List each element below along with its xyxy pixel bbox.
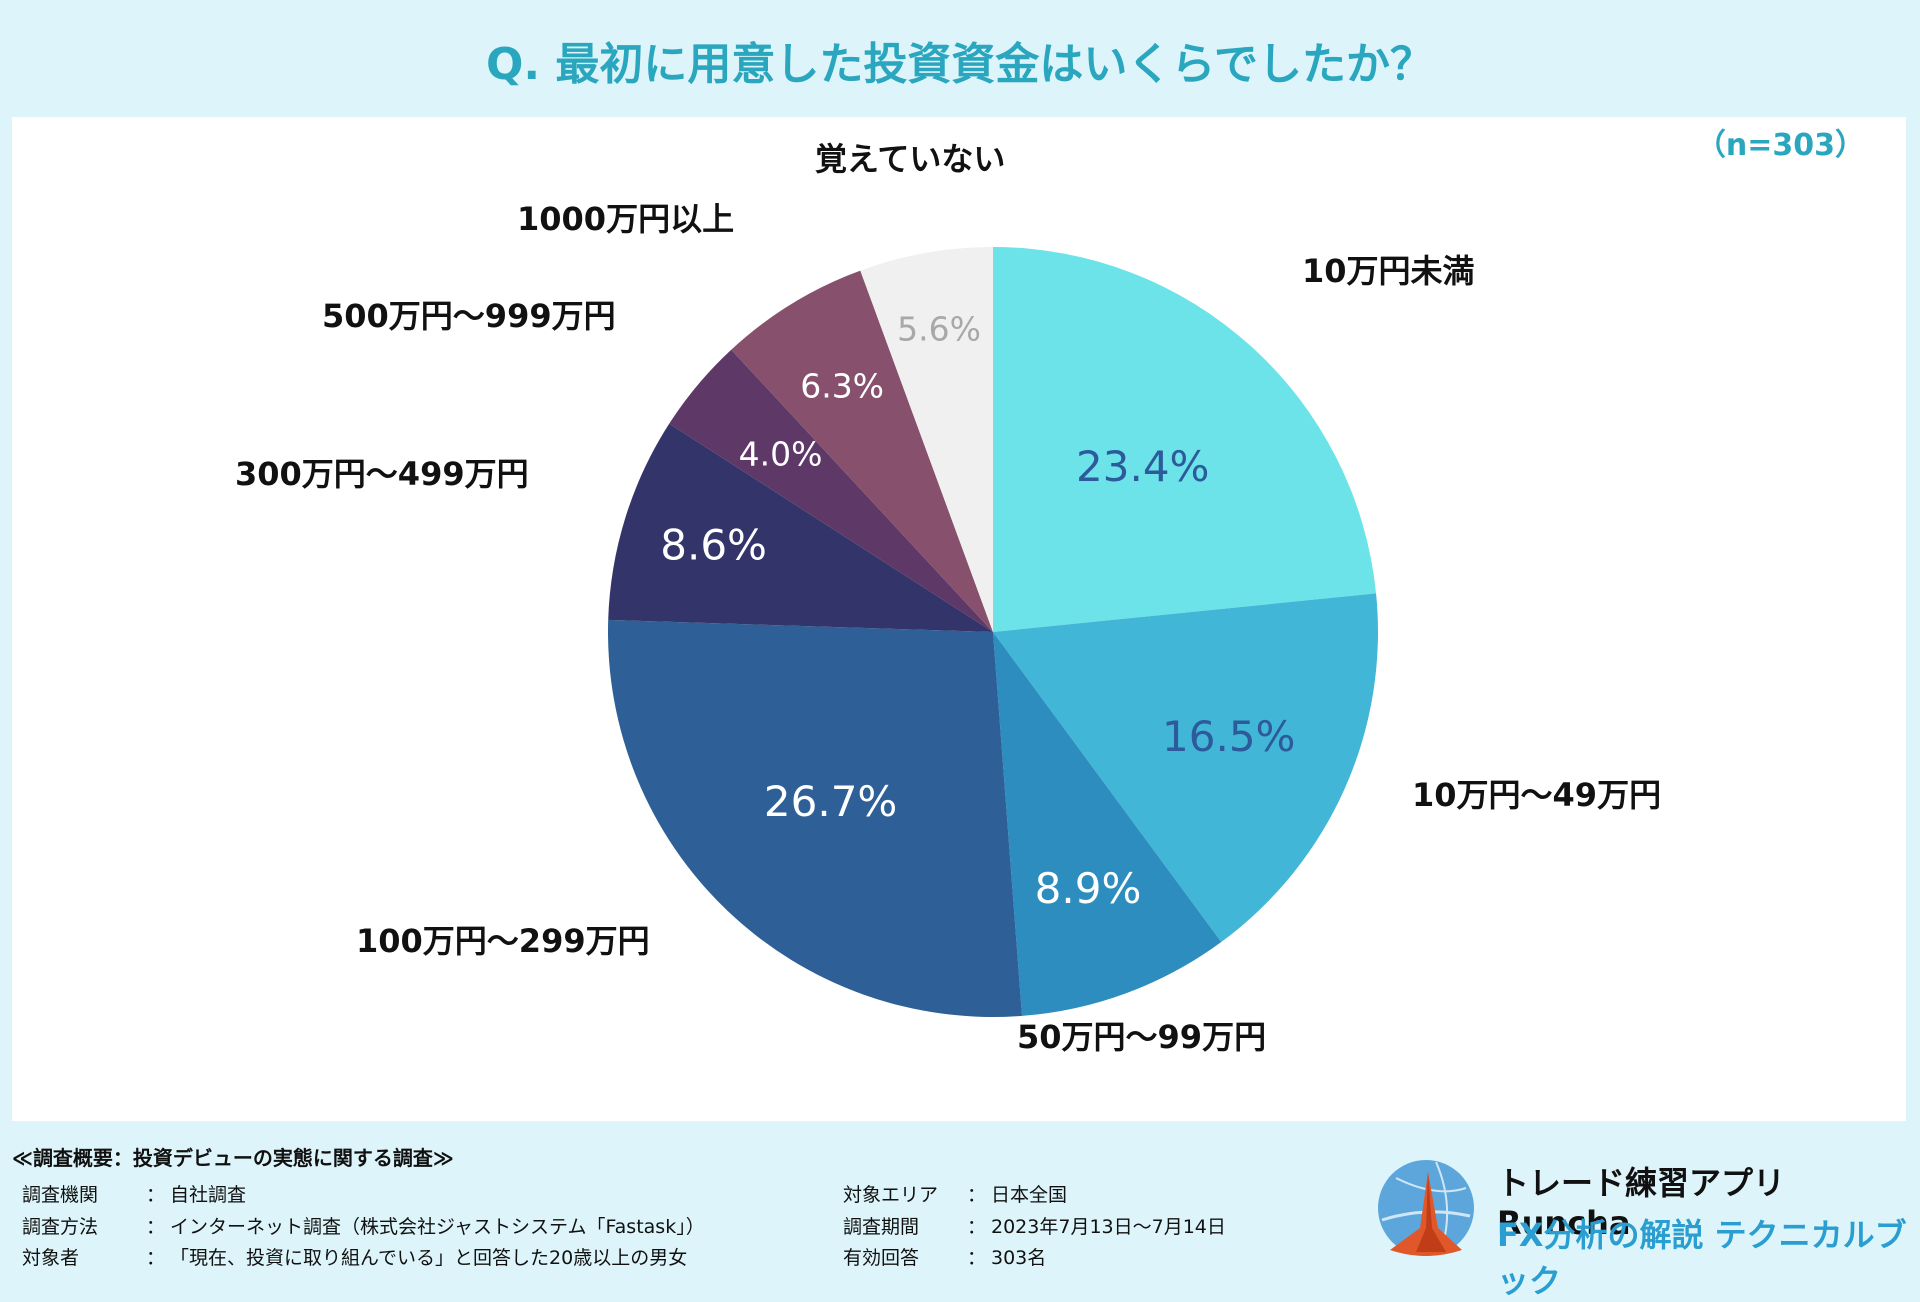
sample-size-label: （n=303）: [1696, 128, 1865, 163]
runcha-globe-logo-icon: [1378, 1160, 1474, 1256]
survey-value: インターネット調査（株式会社ジャストシステム「Fastask」）: [170, 1216, 705, 1238]
survey-value: 2023年7月13日～7月14日: [991, 1216, 1226, 1238]
survey-key: 調査方法: [22, 1216, 99, 1238]
survey-row-method: 調査方法 ：インターネット調査（株式会社ジャストシステム「Fastask」）: [22, 1212, 705, 1239]
pie-slice: [993, 247, 1377, 632]
slice-category-label: 100万円～299万円: [356, 922, 650, 960]
slice-category-label: 10万円～49万円: [1412, 776, 1661, 814]
slice-value-label: 6.3%: [800, 366, 884, 405]
survey-row-target: 対象者 ：「現在、投資に取り組んでいる」と回答した20歳以上の男女: [22, 1243, 687, 1270]
survey-key: 対象者: [22, 1247, 80, 1269]
pie-slice: [608, 423, 993, 632]
survey-colon: ：: [967, 1184, 987, 1206]
survey-row-responses: 有効回答 ： 303名: [843, 1243, 1046, 1270]
brand-block: トレード練習アプリ Runcha FX分析の解説 テクニカルブック: [1372, 1152, 1912, 1300]
survey-row-period: 調査期間 ： 2023年7月13日～7月14日: [843, 1212, 1226, 1239]
pie-slice: [860, 247, 993, 632]
survey-colon: ：: [967, 1216, 987, 1238]
slice-value-label: 23.4%: [1076, 442, 1209, 491]
slice-category-label: 50万円～99万円: [1017, 1018, 1266, 1056]
survey-colon: ：: [146, 1184, 166, 1206]
pie-slice: [669, 349, 993, 632]
survey-value: 日本全国: [991, 1184, 1068, 1206]
slice-category-label: 500万円～999万円: [322, 297, 616, 335]
survey-key: 有効回答: [843, 1247, 920, 1269]
survey-value: 「現在、投資に取り組んでいる」と回答した20歳以上の男女: [170, 1247, 688, 1269]
survey-colon: ：: [146, 1247, 166, 1269]
slice-value-label: 4.0%: [739, 434, 823, 473]
survey-row-area: 対象エリア ：日本全国: [843, 1180, 1067, 1207]
slice-value-label: 8.6%: [660, 521, 767, 570]
survey-key: 調査機関: [22, 1184, 99, 1206]
slice-category-label: 1000万円以上: [517, 200, 734, 238]
brand-name: トレード練習アプリ Runcha: [1497, 1164, 1786, 1242]
chart-title: Q. 最初に用意した投資資金はいくらでしたか？: [485, 39, 1435, 90]
pie-slice: [731, 270, 993, 632]
slice-value-label: 5.6%: [897, 309, 981, 348]
survey-colon: ：: [967, 1247, 987, 1269]
survey-heading: ≪調査概要：投資デビューの実態に関する調査≫: [12, 1146, 454, 1170]
slice-category-label: 300万円～499万円: [235, 455, 529, 493]
survey-value: 自社調査: [170, 1184, 247, 1206]
survey-colon: ：: [146, 1216, 166, 1238]
survey-key: 調査期間: [843, 1216, 920, 1238]
survey-row-agency: 調査機関 ：自社調査: [22, 1180, 246, 1207]
brand-subtitle: FX分析の解説 テクニカルブック: [1497, 1216, 1907, 1300]
slice-value-label: 16.5%: [1162, 712, 1295, 761]
pie-chart: （n=303） 23.4% 10万円未満 16.5% 10万円～49万円 8.9% 50万円…: [235, 128, 1865, 1056]
survey-value: 303名: [991, 1247, 1047, 1269]
pie-slice: [993, 632, 1222, 1016]
slice-category-label: 覚えていない: [815, 140, 1005, 178]
slice-value-label: 8.9%: [1035, 864, 1142, 913]
slice-value-label: 26.7%: [764, 777, 897, 826]
pie-slice: [993, 593, 1378, 943]
survey-key: 対象エリア: [843, 1184, 939, 1206]
pie-slice: [607, 619, 1023, 1018]
slice-category-label: 10万円未満: [1302, 252, 1475, 290]
